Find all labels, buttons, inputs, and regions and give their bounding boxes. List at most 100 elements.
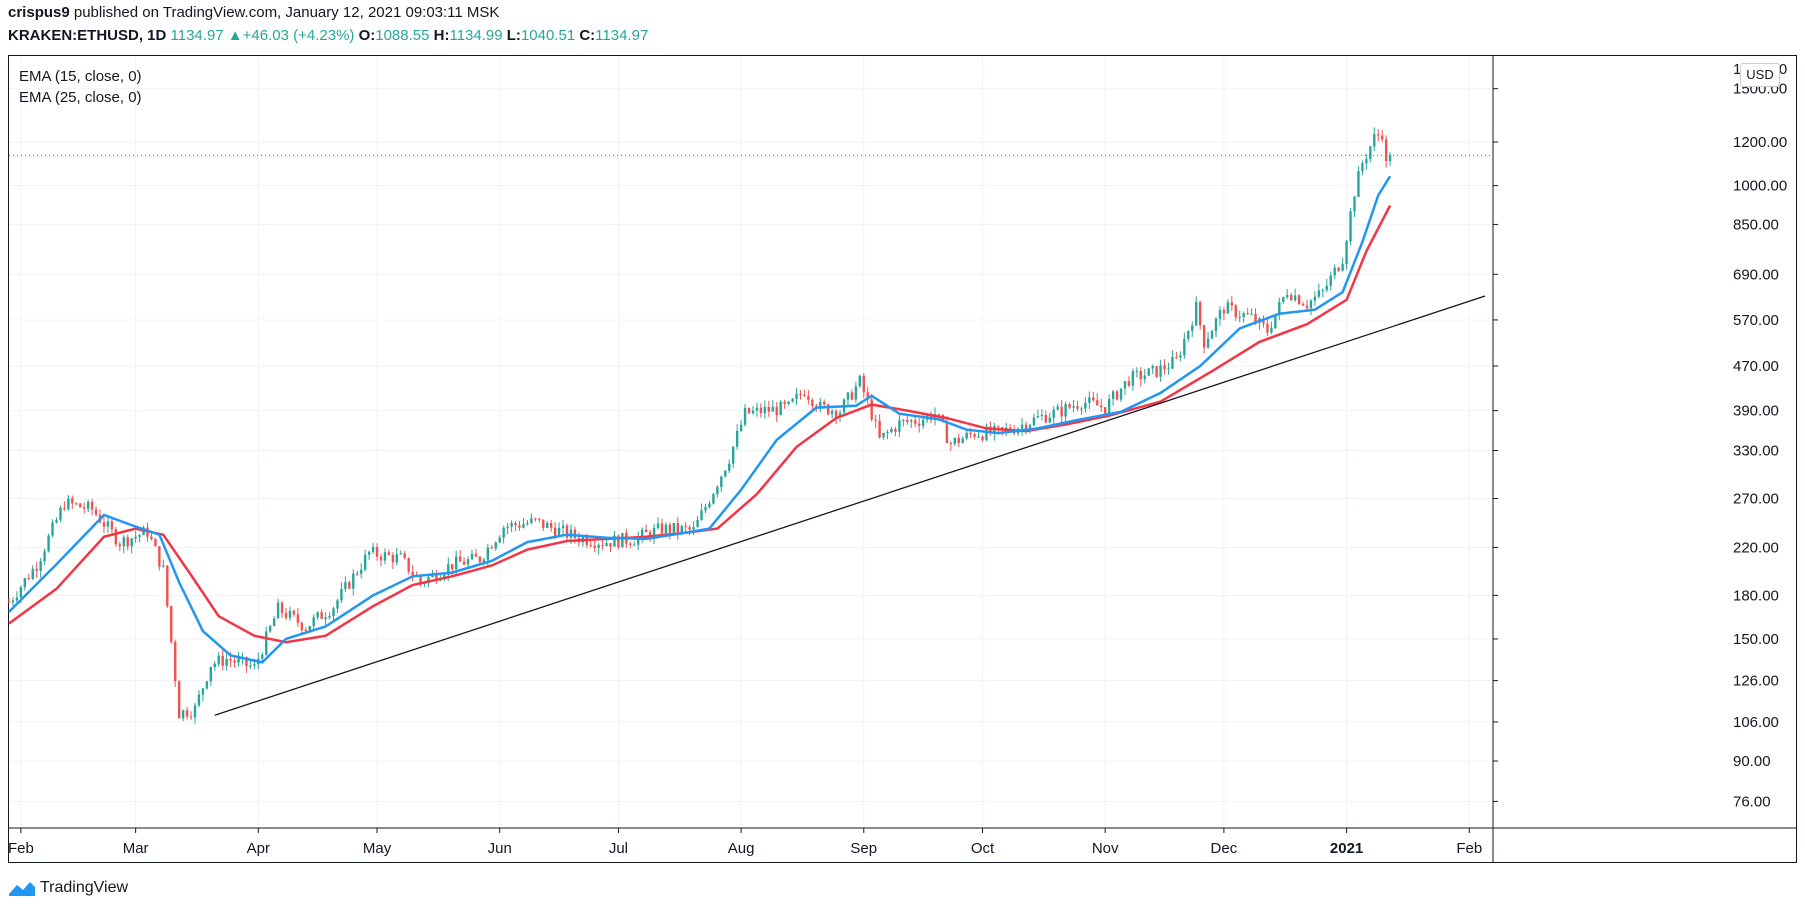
price-tick-label: 330.00 bbox=[1733, 443, 1779, 460]
candle-body bbox=[1357, 171, 1360, 197]
candle-body bbox=[348, 582, 351, 589]
candle-body bbox=[316, 612, 319, 618]
candle-body bbox=[1369, 146, 1372, 160]
author-name[interactable]: crispus9 bbox=[8, 4, 70, 21]
candle-body bbox=[728, 463, 731, 471]
candle-body bbox=[989, 426, 992, 434]
candle-body bbox=[1242, 313, 1245, 317]
time-tick-label: Mar bbox=[123, 840, 149, 857]
candle-body bbox=[253, 664, 256, 666]
candle-body bbox=[787, 401, 790, 405]
candle-body bbox=[1222, 310, 1226, 314]
candle-body bbox=[1151, 366, 1154, 369]
candle-body bbox=[854, 386, 858, 400]
candle-body bbox=[605, 543, 608, 546]
candle-body bbox=[862, 375, 865, 393]
candle-body bbox=[197, 694, 201, 706]
candle-body bbox=[1036, 416, 1040, 418]
price-tick-label: 150.00 bbox=[1733, 631, 1779, 648]
candle-body bbox=[672, 523, 676, 533]
candle-body bbox=[272, 618, 276, 627]
time-tick-label: 2021 bbox=[1330, 840, 1363, 857]
candle-body bbox=[1286, 295, 1289, 298]
candle-body bbox=[1361, 163, 1364, 172]
price-tick-label: 270.00 bbox=[1733, 490, 1779, 507]
candle-body bbox=[67, 498, 70, 510]
candle-body bbox=[276, 602, 280, 619]
footer-brand[interactable]: TradingView bbox=[8, 876, 128, 900]
candle-body bbox=[55, 519, 58, 523]
candle-body bbox=[601, 544, 604, 546]
time-tick-label: Feb bbox=[8, 840, 34, 857]
candle-body bbox=[237, 658, 240, 663]
candle-body bbox=[803, 394, 806, 396]
candle-body bbox=[878, 420, 881, 438]
candle-body bbox=[1123, 381, 1127, 389]
candle-body bbox=[518, 525, 521, 528]
candle-body bbox=[997, 426, 1000, 428]
candle-body bbox=[735, 430, 739, 447]
candle-body bbox=[1111, 391, 1115, 399]
candle-body bbox=[1313, 296, 1317, 301]
candle-body bbox=[304, 630, 307, 632]
candle-body bbox=[35, 568, 38, 571]
candle-body bbox=[1096, 400, 1099, 406]
candle-body bbox=[162, 565, 165, 567]
high-value: 1134.99 bbox=[449, 27, 503, 44]
candle-body bbox=[1337, 267, 1340, 271]
symbol-name: KRAKEN:ETHUSD, 1D bbox=[8, 27, 167, 44]
legend-ema-15[interactable]: EMA (15, close, 0) bbox=[19, 68, 142, 85]
candle-body bbox=[1028, 425, 1032, 431]
candle-body bbox=[1305, 305, 1309, 309]
candle-body bbox=[478, 556, 482, 563]
price-tick-label: 106.00 bbox=[1733, 714, 1779, 731]
currency-badge[interactable]: USD bbox=[1740, 63, 1780, 87]
candle-body bbox=[573, 529, 577, 539]
candle-body bbox=[1048, 417, 1051, 423]
candle-body bbox=[1044, 414, 1048, 423]
candle-body bbox=[447, 564, 450, 575]
candle-body bbox=[356, 573, 359, 575]
candle-body bbox=[1365, 159, 1368, 164]
candle-body bbox=[739, 424, 743, 431]
candle-body bbox=[114, 529, 118, 545]
candle-body bbox=[375, 547, 379, 557]
candle-body bbox=[1183, 338, 1186, 356]
candle-body bbox=[23, 578, 27, 588]
ema-15-line bbox=[8, 175, 1392, 664]
candle-body bbox=[945, 421, 949, 444]
candle-body bbox=[553, 527, 557, 537]
candle-body bbox=[743, 407, 747, 425]
grid-lines bbox=[9, 56, 1493, 828]
candle-body bbox=[205, 681, 209, 689]
open-value: 1088.55 bbox=[375, 27, 430, 44]
candle-body bbox=[981, 436, 984, 440]
time-tick-label: Apr bbox=[247, 840, 270, 857]
candle-body bbox=[451, 564, 454, 570]
candle-body bbox=[102, 522, 106, 527]
candle-body bbox=[870, 399, 873, 420]
price-tick-label: 126.00 bbox=[1733, 673, 1779, 690]
candle-body bbox=[621, 533, 624, 548]
candle-body bbox=[462, 561, 466, 565]
candle-body bbox=[225, 658, 228, 666]
candle-body bbox=[395, 554, 399, 563]
candle-body bbox=[1274, 314, 1277, 328]
candle-body bbox=[150, 536, 153, 540]
candle-body bbox=[969, 432, 972, 435]
candle-body bbox=[1278, 301, 1281, 315]
legend-ema-25[interactable]: EMA (25, close, 0) bbox=[19, 89, 142, 106]
candle-body bbox=[1139, 371, 1142, 380]
candle-body bbox=[534, 518, 537, 520]
candle-body bbox=[1270, 327, 1273, 333]
candle-body bbox=[106, 521, 110, 527]
candle-body bbox=[213, 663, 216, 667]
publish-info: published on TradingView.com, January 12… bbox=[69, 4, 500, 21]
price-axis: 76.00 90.00 106.00 126.00 150.00 180.00 220.00… bbox=[1493, 61, 1787, 810]
candle-body bbox=[126, 537, 129, 547]
candle-body bbox=[1309, 300, 1313, 309]
candle-body bbox=[458, 556, 462, 562]
candle-body bbox=[1373, 134, 1376, 147]
candle-body bbox=[177, 681, 181, 719]
